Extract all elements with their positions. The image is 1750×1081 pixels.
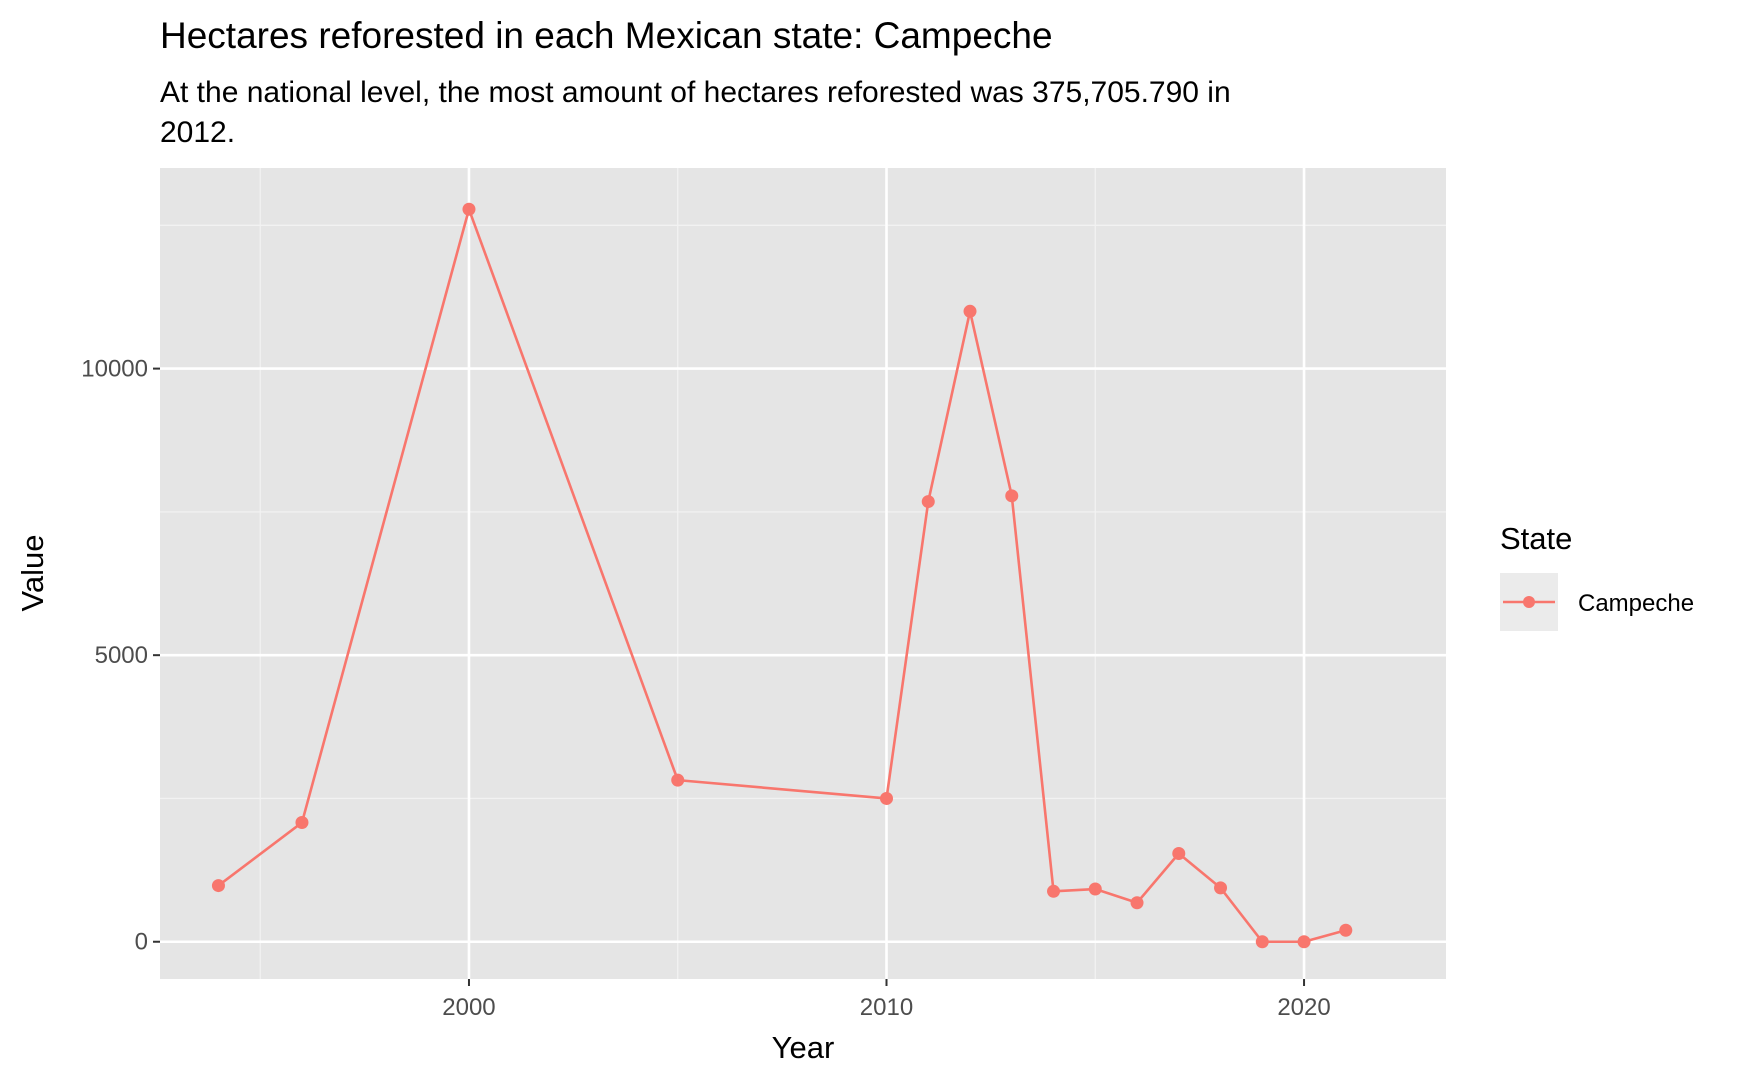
- data-point: [211, 879, 225, 893]
- chart-subtitle-line-1: At the national level, the most amount o…: [160, 76, 1231, 109]
- data-point: [1214, 881, 1228, 895]
- legend-key-point: [1523, 596, 1535, 608]
- legend-label-campeche: Campeche: [1578, 590, 1694, 617]
- y-tick-label: 0: [135, 929, 148, 956]
- y-axis-title: Value: [15, 535, 50, 612]
- chart-subtitle-line-2: 2012.: [160, 116, 235, 149]
- data-point: [963, 304, 977, 318]
- data-point: [1339, 923, 1353, 937]
- x-axis-title: Year: [772, 1030, 835, 1065]
- grid-layer: [160, 168, 1446, 979]
- data-point: [1172, 846, 1186, 860]
- data-point: [1088, 882, 1102, 896]
- y-tick-label: 10000: [81, 356, 148, 383]
- data-point: [1255, 935, 1269, 949]
- tick-layer: 2000 2010 2020 0 5000 10000: [81, 356, 1330, 1021]
- data-point: [671, 773, 685, 787]
- series-line: [217, 207, 1347, 944]
- data-point: [462, 202, 476, 216]
- plot-panel: [160, 168, 1446, 979]
- data-point: [1297, 935, 1311, 949]
- x-tick-label: 2010: [860, 994, 913, 1021]
- series-layer: [211, 202, 1353, 949]
- data-point: [295, 816, 309, 830]
- legend: State Campeche: [1500, 521, 1694, 631]
- x-tick-label: 2000: [442, 994, 495, 1021]
- chart-title: Hectares reforested in each Mexican stat…: [160, 15, 1053, 56]
- data-point: [1047, 884, 1061, 898]
- data-point: [1005, 489, 1019, 503]
- y-tick-label: 5000: [95, 642, 148, 669]
- data-point: [880, 791, 894, 805]
- data-point: [1130, 896, 1144, 910]
- x-tick-label: 2020: [1277, 994, 1330, 1021]
- legend-title: State: [1500, 521, 1572, 556]
- data-point: [921, 495, 935, 509]
